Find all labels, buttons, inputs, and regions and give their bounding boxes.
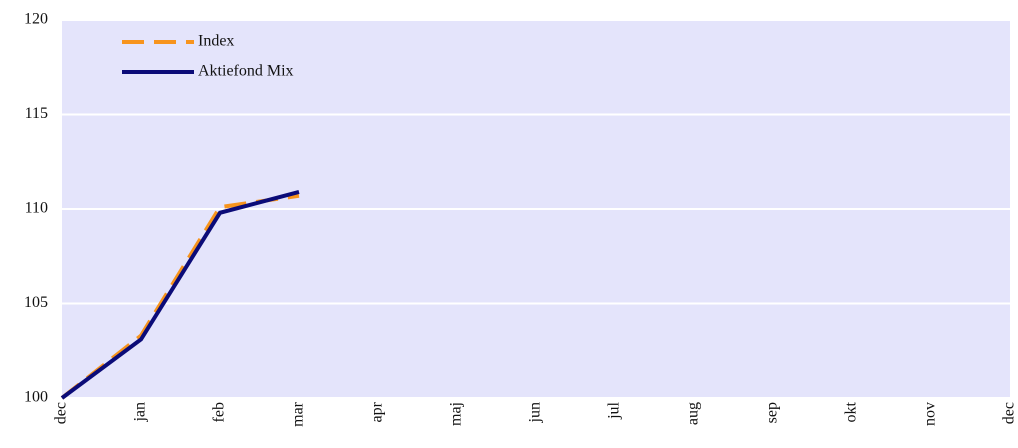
x-tick-label: dec [1001, 402, 1018, 424]
legend-label: Index [198, 33, 234, 50]
x-tick-label: jul [606, 401, 623, 419]
x-tick-label: maj [448, 402, 465, 426]
y-tick-label: 120 [24, 11, 48, 28]
x-tick-label: jan [132, 402, 149, 423]
x-tick-label: sep [764, 402, 781, 423]
x-tick-label: mar [290, 401, 307, 427]
series-line [60, 190, 300, 400]
x-tick-label: dec [53, 402, 70, 424]
x-tick-label: aug [685, 402, 702, 425]
y-tick-label: 115 [25, 105, 48, 122]
y-tick-label: 105 [24, 294, 48, 311]
x-tick-label: jun [527, 402, 544, 423]
y-tick-label: 100 [24, 389, 48, 406]
legend-label: Aktiefond Mix [198, 63, 294, 80]
y-tick-label: 110 [25, 200, 48, 217]
x-tick-label: nov [922, 402, 939, 426]
x-tick-label: feb [211, 402, 228, 422]
x-tick-label: apr [369, 401, 386, 422]
x-tick-label: okt [843, 401, 860, 422]
